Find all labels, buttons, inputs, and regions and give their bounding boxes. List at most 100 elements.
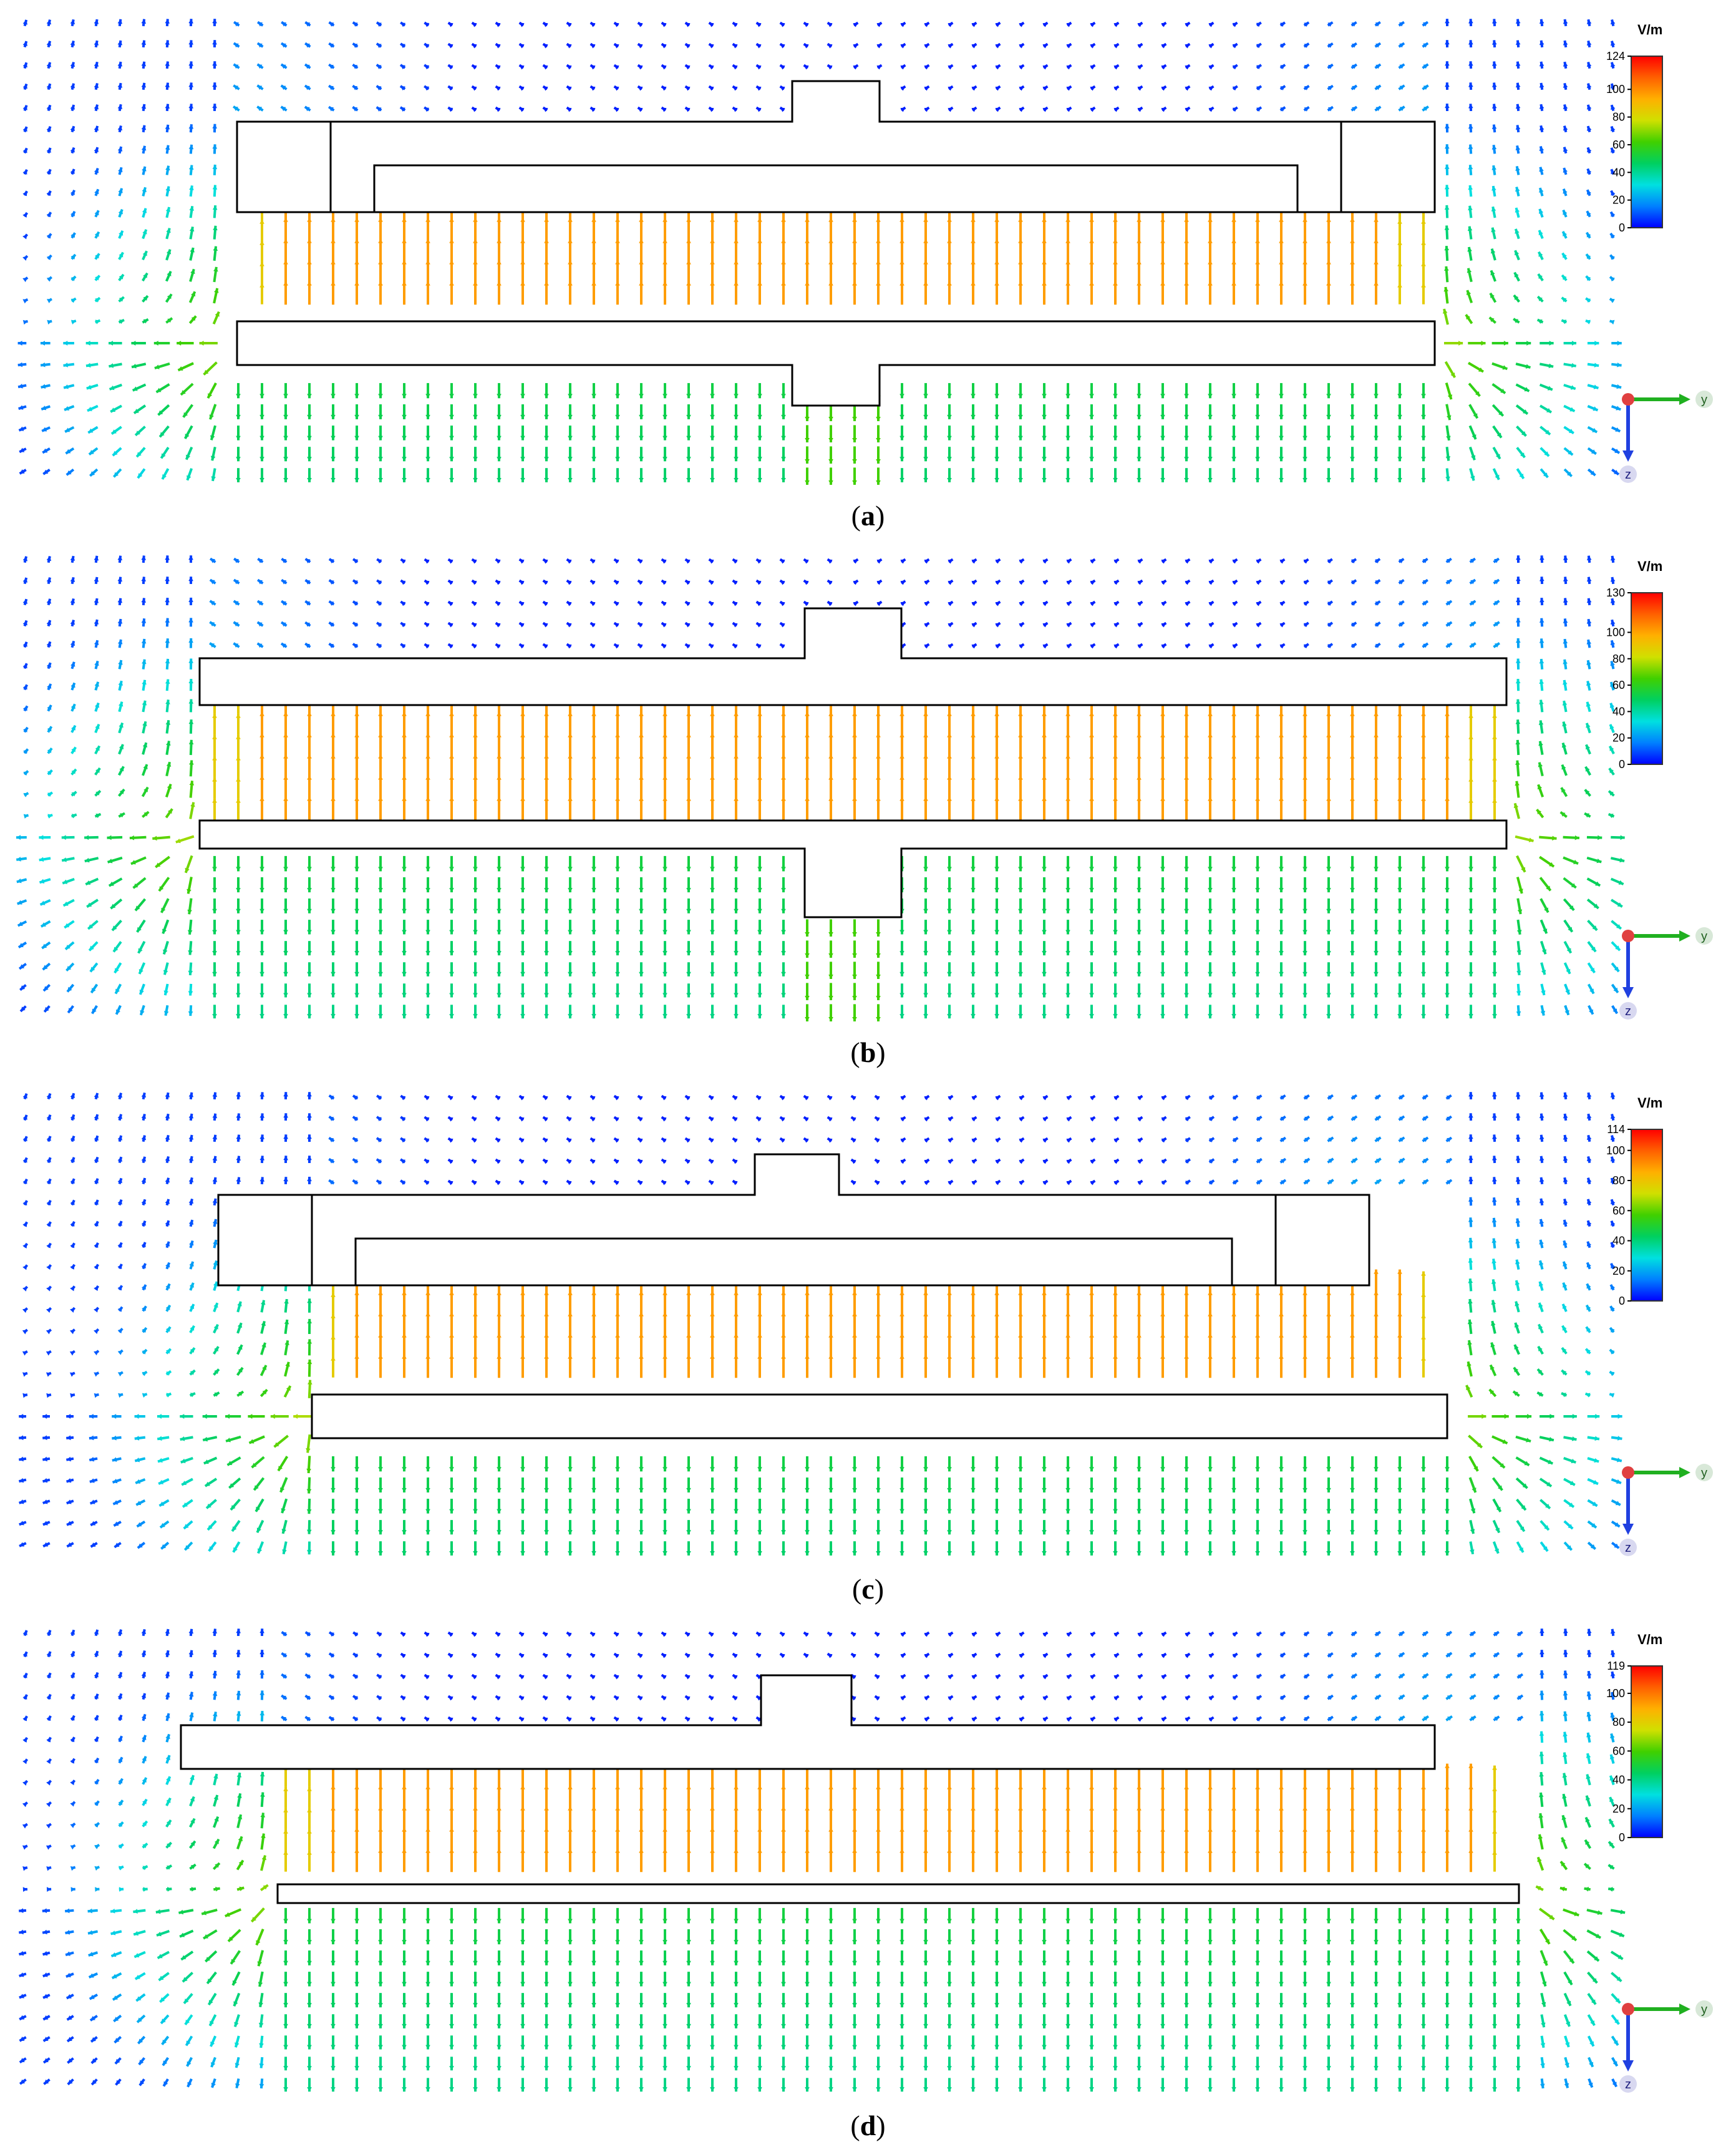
field-arrow-head <box>900 754 904 759</box>
field-arrow-head <box>1422 601 1428 606</box>
field-arrow-head <box>828 775 833 780</box>
field-arrow-head <box>519 44 525 49</box>
field-arrow-head <box>1611 212 1616 217</box>
field-arrow-head <box>497 971 502 976</box>
field-arrow-head <box>1549 341 1554 346</box>
field-arrow-head <box>709 65 714 70</box>
field-arrow-head <box>1326 951 1331 956</box>
field-arrow-head <box>639 414 644 419</box>
field-arrow-head <box>165 165 170 171</box>
field-arrow-head <box>400 601 406 606</box>
field-arrow-head <box>638 623 643 628</box>
field-arrow-head <box>1208 601 1214 606</box>
field-arrow-head <box>377 644 382 649</box>
field-arrow-head <box>94 620 99 625</box>
field-arrow-head <box>971 44 977 49</box>
field-arrow-head <box>19 964 25 969</box>
field-arrow-head <box>1113 457 1118 462</box>
field-arrow-head <box>1586 701 1591 707</box>
field-arrow-head <box>188 124 194 129</box>
field-arrow-head <box>1302 930 1307 935</box>
field-arrow-head <box>210 601 215 606</box>
field-arrow-head <box>1561 297 1567 303</box>
field-arrow-head <box>188 144 194 150</box>
field-arrow-head <box>449 217 454 222</box>
field-arrow-head <box>1303 559 1309 564</box>
field-arrow-head <box>495 65 501 70</box>
field-arrow-head <box>94 41 99 46</box>
field-arrow-head <box>1445 40 1450 45</box>
field-arrow-head <box>166 228 171 233</box>
field-arrow-head <box>734 414 739 419</box>
field-arrow-head <box>1208 930 1213 935</box>
field-arrow-head <box>378 281 383 286</box>
field-arrow-head <box>449 754 454 759</box>
field-arrow-head <box>1208 477 1213 482</box>
field-arrow-head <box>971 414 976 419</box>
field-arrow-head <box>497 260 502 265</box>
field-arrow-head <box>378 971 383 976</box>
field-arrow-head <box>1397 414 1402 419</box>
field-arrow-head <box>283 436 288 441</box>
field-arrow-head <box>566 623 572 628</box>
field-arrow-head <box>543 65 548 70</box>
field-arrow-head <box>1184 867 1189 872</box>
field-arrow-head <box>1208 44 1214 49</box>
field-arrow-head <box>1397 754 1402 759</box>
field-arrow-head <box>112 450 118 456</box>
field-arrow-head <box>1231 796 1236 801</box>
field-arrow-head <box>544 394 549 399</box>
field-arrow-head <box>425 796 430 801</box>
field-arrow-head <box>107 835 112 840</box>
field-arrow-head <box>1538 208 1544 214</box>
field-arrow-head <box>1018 908 1023 913</box>
field-arrow-head <box>1421 436 1426 441</box>
field-arrow-head <box>131 341 136 346</box>
field-arrow-head <box>94 640 99 645</box>
field-arrow-head <box>84 857 90 863</box>
field-arrow-head <box>1137 971 1142 976</box>
field-arrow-head <box>1610 233 1616 238</box>
field-arrow-head <box>1113 775 1118 780</box>
field-arrow-head <box>1594 341 1599 346</box>
field-arrow-head <box>1208 107 1214 112</box>
field-arrow-head <box>402 796 407 801</box>
field-arrow-head <box>1279 238 1284 243</box>
field-arrow-head <box>519 86 525 91</box>
field-arrow-head <box>639 217 644 222</box>
field-arrow-head <box>1539 188 1544 193</box>
field-arrow-head <box>1446 580 1452 585</box>
field-arrow-head <box>876 559 882 564</box>
field-arrow-head <box>1256 107 1261 112</box>
field-arrow-head <box>497 733 502 738</box>
field-arrow-head <box>1595 881 1601 886</box>
field-arrow-head <box>22 684 27 690</box>
field-arrow-head <box>1586 254 1591 260</box>
field-arrow-head <box>70 556 75 561</box>
field-arrow-head <box>354 867 359 872</box>
field-arrow-head <box>662 217 667 222</box>
field-arrow-head <box>167 809 173 814</box>
field-arrow-head <box>781 951 786 956</box>
field-arrow-head <box>1042 457 1047 462</box>
field-arrow-head <box>1375 643 1380 648</box>
field-arrow-head <box>449 733 454 738</box>
field-arrow-head <box>734 217 739 222</box>
field-arrow-head <box>22 41 28 46</box>
field-arrow-head <box>1018 260 1023 265</box>
field-arrow-head <box>1375 43 1380 48</box>
field-arrow-head <box>1184 260 1189 265</box>
field-arrow-head <box>947 1014 952 1019</box>
field-arrow-head <box>1232 44 1238 49</box>
field-arrow-head <box>1113 44 1119 49</box>
field-arrow-head <box>995 44 1001 49</box>
field-arrow-head <box>1568 927 1573 932</box>
field-arrow-head <box>425 971 430 976</box>
field-arrow-head <box>757 971 762 976</box>
field-arrow-head <box>402 394 407 399</box>
field-arrow-head <box>1491 124 1497 129</box>
field-arrow-head <box>590 601 596 606</box>
field-arrow-head <box>971 601 977 606</box>
field-arrow-head <box>947 993 952 998</box>
field-arrow-head <box>1521 431 1526 436</box>
